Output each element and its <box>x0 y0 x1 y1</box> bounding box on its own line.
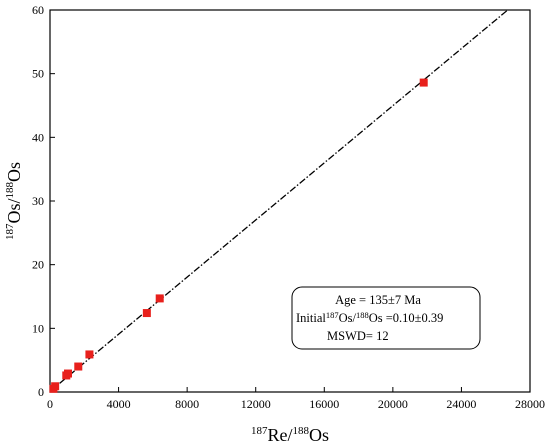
annotation-frame <box>291 286 481 350</box>
annotation-initial-ratio: Initial187Os/188Os =0.10±0.39 <box>296 310 443 325</box>
x-label-main: Re/ <box>267 425 292 445</box>
y-label-main: Os/ <box>4 199 24 224</box>
data-point <box>51 382 60 391</box>
annotation-initial-sup2: 188 <box>356 310 369 320</box>
data-point <box>74 362 83 371</box>
y-label-sup2: 188 <box>4 182 16 199</box>
regression-line <box>49 9 509 392</box>
x-tick-label: 8000 <box>175 397 199 411</box>
data-point <box>419 78 428 87</box>
x-label-end: Os <box>309 425 329 445</box>
x-label-sup1: 187 <box>251 425 268 437</box>
data-point <box>85 350 94 359</box>
x-tick-label: 24000 <box>446 397 476 411</box>
annotation-initial-prefix: Initial <box>296 311 326 325</box>
x-label-sup2: 188 <box>292 425 309 437</box>
regression-line-group <box>49 9 509 392</box>
x-axis-ticks: 0 4000 8000 12000 16000 20000 24000 28000 <box>47 387 545 411</box>
y-tick-label: 20 <box>32 258 44 272</box>
x-tick-label: 0 <box>47 397 53 411</box>
y-label-end: Os <box>4 162 24 182</box>
y-tick-label: 50 <box>32 67 44 81</box>
x-tick-label: 28000 <box>515 397 545 411</box>
y-tick-label: 10 <box>32 321 44 335</box>
y-tick-label: 60 <box>32 3 44 17</box>
y-axis-label: 187Os/188Os <box>4 162 24 240</box>
data-point <box>155 294 164 303</box>
y-axis-ticks: 0 10 20 30 40 50 60 <box>32 3 55 399</box>
annotation-initial-mid: Os/ <box>339 311 357 325</box>
y-label-sup1: 187 <box>4 223 16 240</box>
data-point <box>64 369 72 378</box>
x-tick-label: 16000 <box>309 397 339 411</box>
annotation-mswd: MSWD= 12 <box>327 329 389 343</box>
annotation-age: Age = 135±7 Ma <box>335 293 421 307</box>
annotation-box: Age = 135±7 Ma Initial187Os/188Os =0.10±… <box>291 286 481 350</box>
data-points <box>49 78 428 393</box>
y-tick-label: 0 <box>38 385 44 399</box>
y-tick-label: 30 <box>32 194 44 208</box>
x-tick-label: 4000 <box>107 397 131 411</box>
annotation-initial-sup1: 187 <box>326 310 339 320</box>
y-tick-label: 40 <box>32 130 44 144</box>
data-point <box>142 309 151 318</box>
x-axis-label: 187Re/188Os <box>251 425 329 445</box>
x-tick-label: 12000 <box>241 397 271 411</box>
annotation-initial-suffix: Os =0.10±0.39 <box>369 311 444 325</box>
x-tick-label: 20000 <box>378 397 408 411</box>
